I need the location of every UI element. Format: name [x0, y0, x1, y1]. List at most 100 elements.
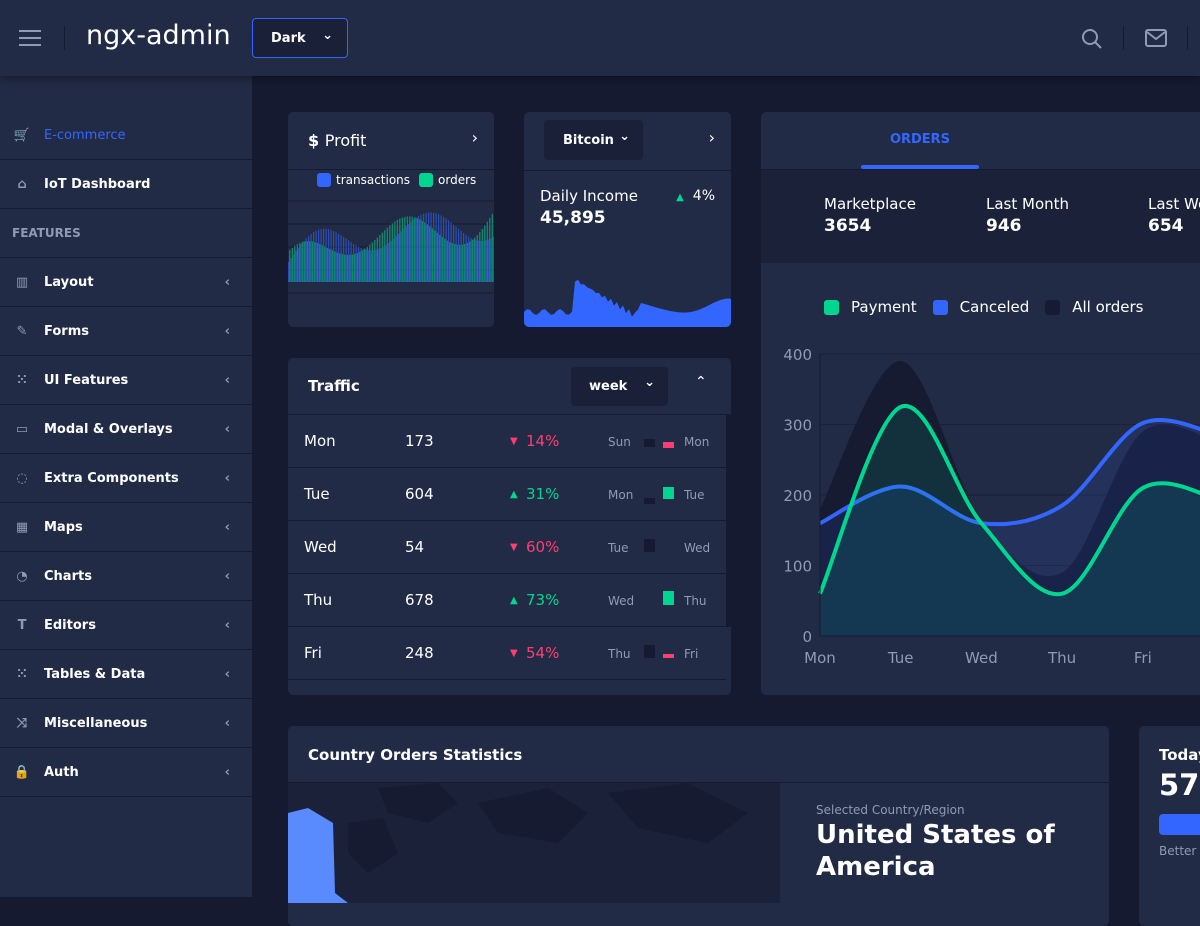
legend-swatch-all	[1045, 299, 1061, 315]
orders-bar	[434, 230, 436, 282]
orders-bar	[409, 216, 411, 282]
sidebar-item-forms[interactable]: ✎ Forms ‹	[0, 307, 252, 356]
daily-income-delta: ▲ 4%	[676, 188, 715, 204]
orders-bar	[399, 218, 401, 282]
orders-bar	[489, 218, 491, 282]
orders-bar	[426, 224, 428, 282]
orders-bar	[469, 241, 471, 282]
sidebar: 🛒 E-commerce ⌂ IoT Dashboard FEATURES ▥ Layout…	[0, 76, 252, 897]
orders-bar	[481, 228, 483, 282]
sidebar-item-label: Forms	[44, 323, 89, 339]
orders-bar	[421, 220, 423, 282]
area-payment	[820, 405, 1200, 636]
sidebar-item-ui-features[interactable]: ⁙ UI Features ‹	[0, 356, 252, 405]
area-canceled	[820, 419, 1200, 636]
prev-day: Wed	[608, 594, 635, 608]
selected-country-shape	[288, 808, 348, 903]
orders-bar	[316, 243, 318, 282]
sidebar-item-charts[interactable]: ◔ Charts ‹	[0, 552, 252, 601]
chevron-left-icon: ‹	[224, 323, 230, 339]
stat-value: 654	[1148, 216, 1184, 236]
profit-title-text: Profit	[324, 131, 367, 150]
chevron-up-icon[interactable]: ⌃	[695, 374, 707, 390]
tab-orders[interactable]: ORDERS	[889, 132, 951, 147]
transactions-bar	[323, 228, 325, 282]
transactions-bar	[478, 240, 480, 282]
orders-bar	[304, 241, 306, 282]
arrow-up-icon: ▲	[510, 489, 518, 500]
transactions-bar	[483, 240, 485, 282]
transactions-bar	[393, 238, 395, 282]
value: 173	[405, 432, 434, 450]
today-card: Today 572 Better t	[1139, 726, 1200, 926]
period-select[interactable]: week ⌄	[571, 367, 668, 406]
transactions-bar	[333, 230, 335, 282]
sidebar-item-iot-dashboard[interactable]: ⌂ IoT Dashboard	[0, 160, 252, 209]
orders-bar	[479, 232, 481, 282]
profit-legend: transactions orders	[317, 173, 476, 187]
orders-bar	[334, 251, 336, 282]
orders-bar	[429, 226, 431, 282]
chevron-left-icon: ‹	[224, 715, 230, 731]
transactions-bar	[290, 258, 292, 282]
currency-select[interactable]: Bitcoin ⌄	[544, 120, 643, 160]
orders-bar	[361, 250, 363, 282]
stat-1: Last Month 946	[986, 195, 1069, 236]
orders-bar	[366, 246, 368, 282]
transactions-bar	[325, 228, 327, 282]
app-title[interactable]: ngx-admin	[86, 20, 231, 51]
sidebar-item-label: E-commerce	[44, 127, 126, 143]
transactions-bar	[350, 242, 352, 282]
transactions-bar	[318, 229, 320, 282]
mail-icon[interactable]	[1145, 29, 1167, 47]
menu-icon[interactable]	[19, 30, 41, 46]
arrow-down-icon: ▼	[510, 436, 518, 447]
sidebar-item-modal-overlays[interactable]: ▭ Modal & Overlays ‹	[0, 405, 252, 454]
orders-bar	[466, 242, 468, 282]
sidebar-item-tables-data[interactable]: ⁙ Tables & Data ‹	[0, 650, 252, 699]
transactions-bar	[428, 212, 430, 282]
world-map[interactable]	[288, 783, 780, 903]
sidebar-item-extra-components[interactable]: ◌ Extra Components ‹	[0, 454, 252, 503]
orders-bar	[459, 244, 461, 282]
chevron-left-icon: ‹	[224, 519, 230, 535]
cur-day: Wed	[684, 541, 711, 555]
x-tick-label: Wed	[965, 649, 998, 667]
transactions-bar	[403, 228, 405, 282]
sidebar-item-editors[interactable]: T Editors ‹	[0, 601, 252, 650]
today-value: 572	[1159, 768, 1200, 802]
transactions-bar	[443, 216, 445, 282]
traffic-row: Wed 54 ▼ 60% Tue Wed	[288, 521, 726, 574]
orders-bar	[299, 242, 301, 282]
sidebar-item-miscellaneous[interactable]: ⤨ Miscellaneous ‹	[0, 699, 252, 748]
chevron-right-icon[interactable]: ›	[471, 128, 478, 147]
pie-chart-icon: ◔	[16, 568, 28, 584]
transactions-bar	[450, 222, 452, 282]
map-icon: ▦	[15, 519, 29, 535]
sidebar-item-auth[interactable]: 🔒 Auth ‹	[0, 748, 252, 797]
chevron-left-icon: ‹	[224, 470, 230, 486]
orders-bar	[336, 252, 338, 282]
transactions-bar	[370, 250, 372, 282]
home-icon: ⌂	[17, 176, 27, 192]
selected-country-label: Selected Country/Region	[816, 803, 965, 817]
orders-bar	[374, 240, 376, 282]
sidebar-item-e-commerce[interactable]: 🛒 E-commerce	[0, 111, 252, 160]
chevron-right-icon[interactable]: ›	[708, 128, 715, 147]
stat-value: 3654	[824, 216, 872, 236]
search-icon[interactable]	[1081, 28, 1103, 50]
orders-bar	[404, 216, 406, 282]
orders-bar	[461, 244, 463, 282]
sidebar-item-maps[interactable]: ▦ Maps ‹	[0, 503, 252, 552]
sidebar-item-label: Modal & Overlays	[44, 421, 173, 437]
sidebar-item-layout[interactable]: ▥ Layout ‹	[0, 258, 252, 307]
theme-select[interactable]: Dark ⌄	[252, 18, 348, 58]
sidebar-item-label: UI Features	[44, 372, 129, 388]
orders-legend: Payment Canceled All orders	[824, 298, 1143, 316]
delta-value: 4%	[692, 188, 715, 204]
scrollbar[interactable]	[726, 415, 731, 627]
chevron-left-icon: ‹	[224, 568, 230, 584]
orders-bar	[456, 244, 458, 282]
prev-bar	[644, 645, 655, 658]
transactions-bar	[383, 246, 385, 282]
